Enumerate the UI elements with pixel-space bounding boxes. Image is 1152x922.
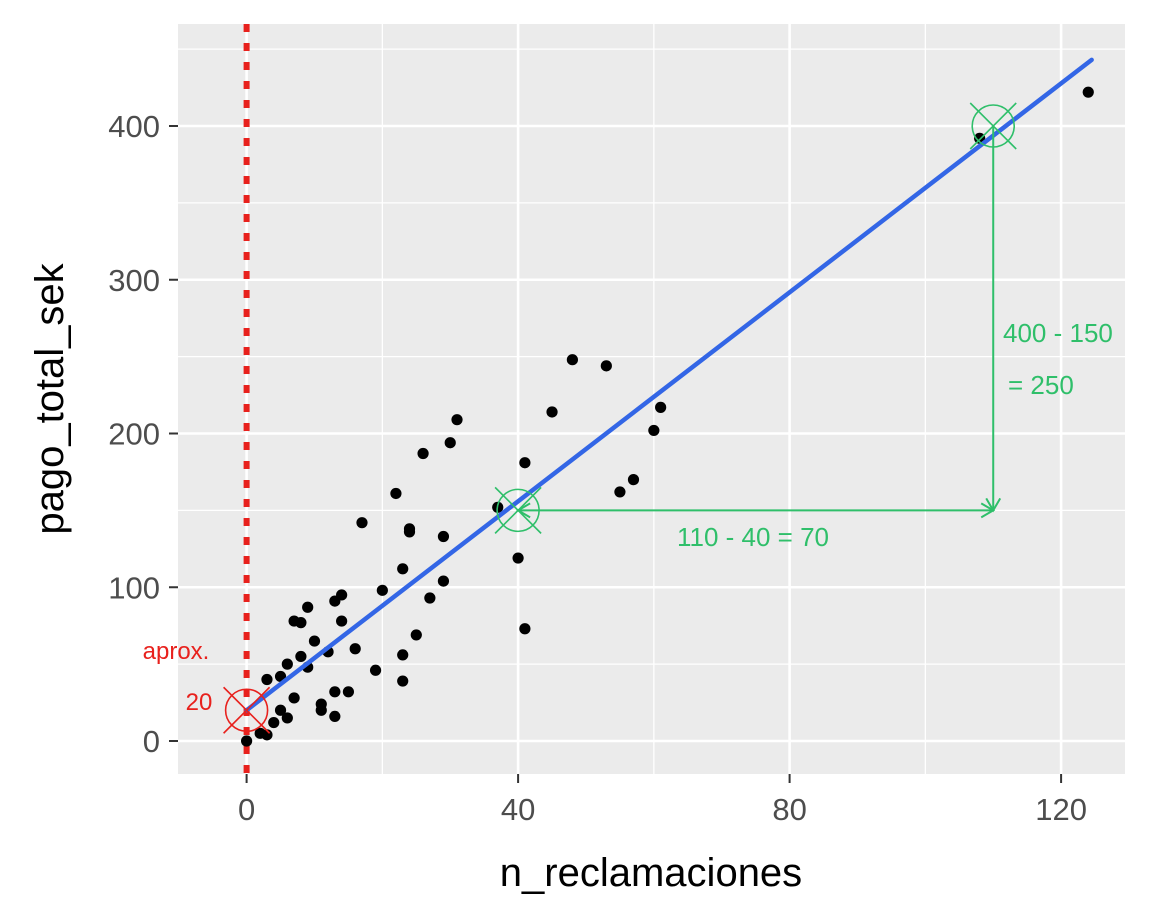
y-tick-label: 300 (108, 263, 160, 298)
x-axis-title: n_reclamaciones (500, 851, 802, 895)
intercept-annotation-line1: aprox. (143, 638, 210, 665)
regression-layer (244, 57, 1094, 713)
regression-line (244, 57, 1094, 713)
x-tick-labels: 0 40 80 120 (238, 792, 1087, 827)
data-point (627, 474, 640, 486)
y-tick-labels: 0 100 200 300 400 (108, 109, 160, 759)
y-tick-label: 400 (108, 109, 160, 144)
data-point (376, 584, 388, 596)
data-point (308, 635, 321, 647)
data-point (390, 487, 402, 500)
data-point (336, 615, 348, 627)
axis-ticks (169, 125, 1063, 783)
slope-guides (516, 126, 1002, 519)
data-point (295, 617, 307, 629)
data-point (356, 517, 368, 529)
data-point (261, 673, 273, 686)
marker-circle (224, 688, 269, 733)
data-point (655, 401, 667, 413)
data-point (566, 354, 579, 366)
y-axis-title: pago_total_sek (28, 262, 72, 534)
data-point (397, 563, 409, 575)
marker-cross (969, 102, 1017, 150)
data-point (281, 658, 293, 670)
run-annotation: 110 - 40 = 70 (677, 522, 829, 552)
data-point (444, 437, 456, 449)
data-point (648, 424, 660, 437)
data-point (288, 692, 300, 704)
marker-cross (223, 686, 271, 734)
data-point (329, 710, 341, 723)
data-point (546, 406, 558, 418)
data-point (369, 664, 382, 676)
data-point (1082, 86, 1094, 98)
data-point (403, 526, 416, 538)
marker-circle (971, 104, 1016, 148)
y-tick-label: 100 (108, 570, 160, 605)
data-point (519, 623, 531, 635)
data-point (315, 704, 327, 716)
data-point (349, 643, 361, 655)
data-point (268, 716, 280, 729)
x-tick-label: 40 (501, 792, 535, 827)
data-point (302, 601, 314, 613)
rise-arrowhead (985, 497, 1002, 513)
data-point (397, 649, 409, 661)
data-point (281, 712, 293, 724)
data-point (342, 686, 355, 698)
intercept-annotation-line2: 20 (186, 689, 213, 716)
data-point (241, 735, 253, 747)
x-tick-label: 120 (1035, 792, 1087, 827)
marker-circle (496, 488, 540, 533)
y-tick-label: 0 (143, 724, 160, 759)
rise-annotation-line1: 400 - 150 (1003, 318, 1113, 348)
data-point (424, 592, 436, 604)
x-tick-label: 0 (238, 792, 255, 827)
data-point (614, 486, 626, 498)
rise-annotation-line2: = 250 (1008, 370, 1074, 400)
data-point (295, 650, 307, 663)
data-point (512, 552, 524, 564)
x-tick-label: 80 (772, 792, 806, 827)
data-point (600, 360, 612, 372)
marker-cross (494, 486, 542, 534)
y-tick-label: 200 (108, 417, 160, 452)
data-point (437, 575, 450, 587)
data-point (274, 704, 287, 716)
data-point (410, 629, 422, 641)
data-point (397, 675, 409, 687)
data-point (437, 530, 450, 543)
data-point (336, 589, 348, 601)
data-point (417, 447, 429, 460)
data-point (329, 686, 341, 698)
data-point (261, 729, 273, 741)
markers-layer (223, 102, 1017, 734)
data-point (451, 414, 463, 426)
data-point (519, 457, 531, 469)
